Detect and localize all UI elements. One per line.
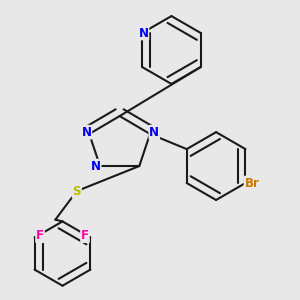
Text: N: N [149,126,159,139]
Text: Br: Br [244,176,259,190]
Text: N: N [91,160,101,172]
Text: S: S [73,184,81,198]
Text: F: F [81,229,89,242]
Text: F: F [36,229,44,242]
Text: N: N [139,26,148,40]
Text: N: N [81,126,92,139]
